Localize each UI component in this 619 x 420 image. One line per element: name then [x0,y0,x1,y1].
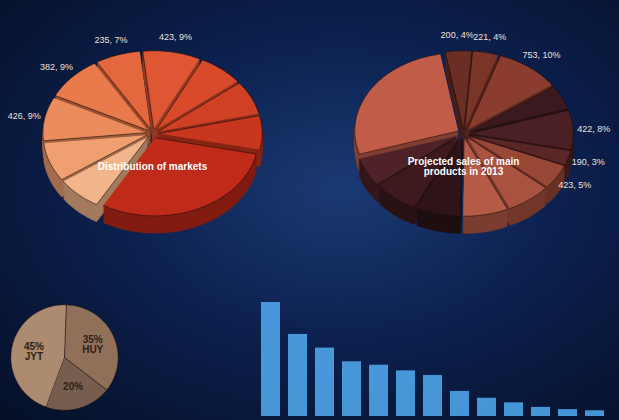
svg-text:423, 9%: 423, 9% [159,31,192,41]
svg-text:200, 4%: 200, 4% [441,30,474,40]
svg-text:426, 9%: 426, 9% [8,111,41,121]
svg-text:Projected sales of mainproduct: Projected sales of mainproducts in 2013 [408,156,520,177]
svg-text:35%HUY: 35%HUY [82,334,103,355]
svg-text:Distribution of markets: Distribution of markets [98,161,208,172]
svg-text:423, 5%: 423, 5% [558,180,591,190]
svg-text:190, 3%: 190, 3% [572,157,605,167]
svg-text:422, 8%: 422, 8% [577,124,610,134]
svg-text:382, 9%: 382, 9% [40,62,73,72]
svg-text:221, 4%: 221, 4% [473,32,506,42]
svg-text:45%JYT: 45%JYT [24,341,44,362]
svg-text:235, 7%: 235, 7% [94,35,127,45]
svg-text:753, 10%: 753, 10% [523,50,561,60]
svg-text:20%: 20% [63,381,83,392]
